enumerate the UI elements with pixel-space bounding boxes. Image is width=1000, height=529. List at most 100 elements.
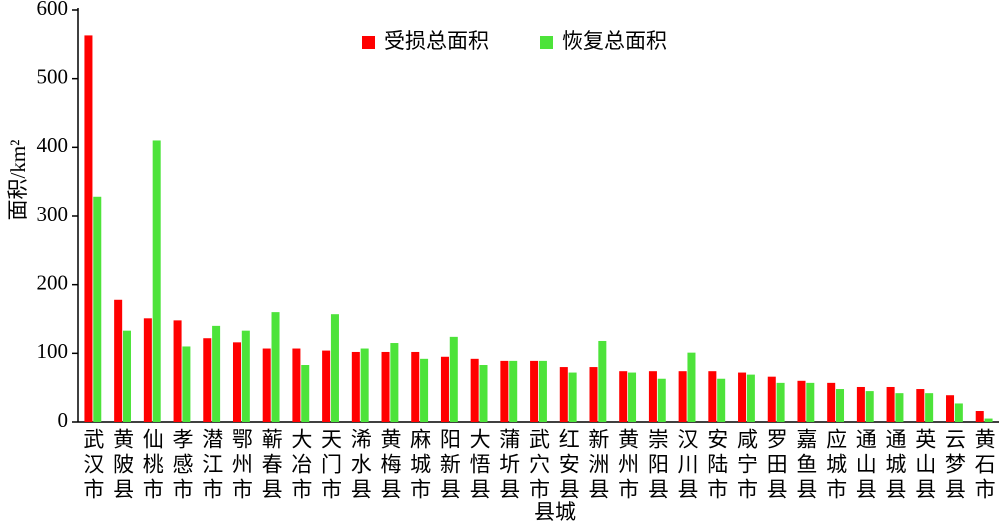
bar: [738, 372, 747, 422]
bar: [678, 371, 687, 422]
bar: [954, 403, 963, 422]
bar: [330, 314, 339, 422]
bar: [420, 358, 429, 422]
x-tick-label: 通山县: [853, 428, 877, 503]
x-tick-label: 黄梅县: [378, 428, 402, 503]
x-axis-title: 县城: [534, 500, 576, 524]
bar: [449, 336, 458, 422]
x-tick-label: 武汉市: [81, 428, 105, 503]
x-tick-label: 阳新县: [437, 428, 461, 503]
bar: [440, 356, 449, 422]
y-tick-label: 600: [37, 0, 69, 20]
x-tick-label: 黄石市: [972, 428, 996, 503]
bar: [886, 386, 895, 422]
bar: [411, 351, 420, 422]
bar: [84, 35, 93, 422]
bar: [717, 378, 726, 422]
x-tick-label: 麻城市: [408, 428, 432, 503]
bar: [390, 343, 399, 422]
x-tick-label: 黄州市: [616, 428, 640, 503]
bar: [152, 140, 161, 422]
bar: [984, 418, 993, 422]
bar: [568, 372, 577, 422]
y-tick-label: 0: [58, 408, 69, 432]
x-tick-label: 蕲春县: [259, 428, 283, 503]
bar: [292, 348, 301, 422]
x-tick-label: 蒲圻县: [497, 428, 521, 503]
x-tick-label: 咸宁市: [734, 428, 758, 503]
x-tick-label: 孝感市: [170, 428, 194, 503]
bar: [835, 389, 845, 422]
y-tick-label: 200: [37, 270, 69, 294]
bar: [767, 376, 776, 422]
x-tick-label: 通城县: [883, 428, 907, 503]
x-tick-label: 新洲县: [586, 428, 610, 503]
bar: [559, 367, 568, 422]
bar: [360, 348, 369, 422]
bar: [657, 378, 666, 422]
bar: [203, 338, 212, 422]
y-tick-label: 400: [37, 133, 69, 157]
bar: [232, 342, 242, 422]
x-tick-label: 云梦县: [942, 428, 966, 503]
y-axis-title: 面积/km²: [6, 140, 30, 221]
x-tick-label: 嘉鱼县: [794, 428, 818, 503]
bar: [241, 330, 250, 422]
x-tick-label: 鄂州市: [229, 428, 253, 503]
bar: [797, 380, 806, 422]
bar: [598, 340, 607, 422]
bar: [322, 350, 331, 422]
bar: [925, 393, 934, 422]
bar: [381, 351, 390, 422]
bar: [946, 395, 955, 422]
x-tick-label: 英山县: [913, 428, 937, 503]
bar: [182, 346, 191, 422]
y-tick-label: 300: [37, 202, 69, 226]
legend-swatch: [540, 36, 553, 49]
bar: [619, 371, 628, 422]
bar: [530, 360, 539, 422]
x-tick-label: 大悟县: [467, 428, 491, 503]
bar: [479, 365, 488, 422]
x-tick-label: 应城市: [824, 428, 848, 503]
bar: [212, 325, 221, 422]
bar: [122, 330, 131, 422]
bar: [746, 374, 755, 422]
bar: [538, 360, 547, 422]
bar: [470, 358, 479, 422]
bar: [262, 348, 271, 422]
x-tick-label: 红安县: [556, 428, 580, 503]
x-tick-label: 大冶市: [289, 428, 313, 503]
bar: [114, 299, 123, 422]
x-tick-label: 罗田县: [764, 428, 788, 503]
x-tick-label: 黄陂县: [111, 428, 135, 503]
bar: [500, 360, 509, 422]
bar: [628, 372, 637, 422]
bar: [301, 365, 310, 422]
bar: [509, 360, 518, 422]
x-tick-label: 安陆市: [705, 428, 729, 503]
bar: [648, 371, 657, 422]
legend-label: 恢复总面积: [562, 29, 667, 53]
bar: [827, 382, 836, 422]
legend-label: 受损总面积: [384, 29, 489, 53]
bar: [975, 411, 984, 422]
bar: [895, 393, 904, 422]
x-tick-label: 仙桃市: [140, 428, 164, 503]
legend-swatch: [362, 36, 375, 49]
bar: [708, 371, 717, 422]
bar: [856, 386, 865, 422]
bar: [271, 312, 280, 422]
y-tick-label: 100: [37, 339, 69, 363]
bar: [351, 351, 360, 422]
x-tick-label: 天门市: [319, 428, 343, 503]
bar: [916, 389, 925, 422]
bar: [776, 382, 785, 422]
bar: [865, 391, 874, 422]
bar: [143, 318, 152, 422]
x-tick-label: 武穴市: [527, 428, 551, 503]
bar: [173, 320, 182, 422]
x-tick-label: 汉川县: [675, 428, 699, 503]
x-tick-label: 潜江市: [200, 428, 224, 503]
